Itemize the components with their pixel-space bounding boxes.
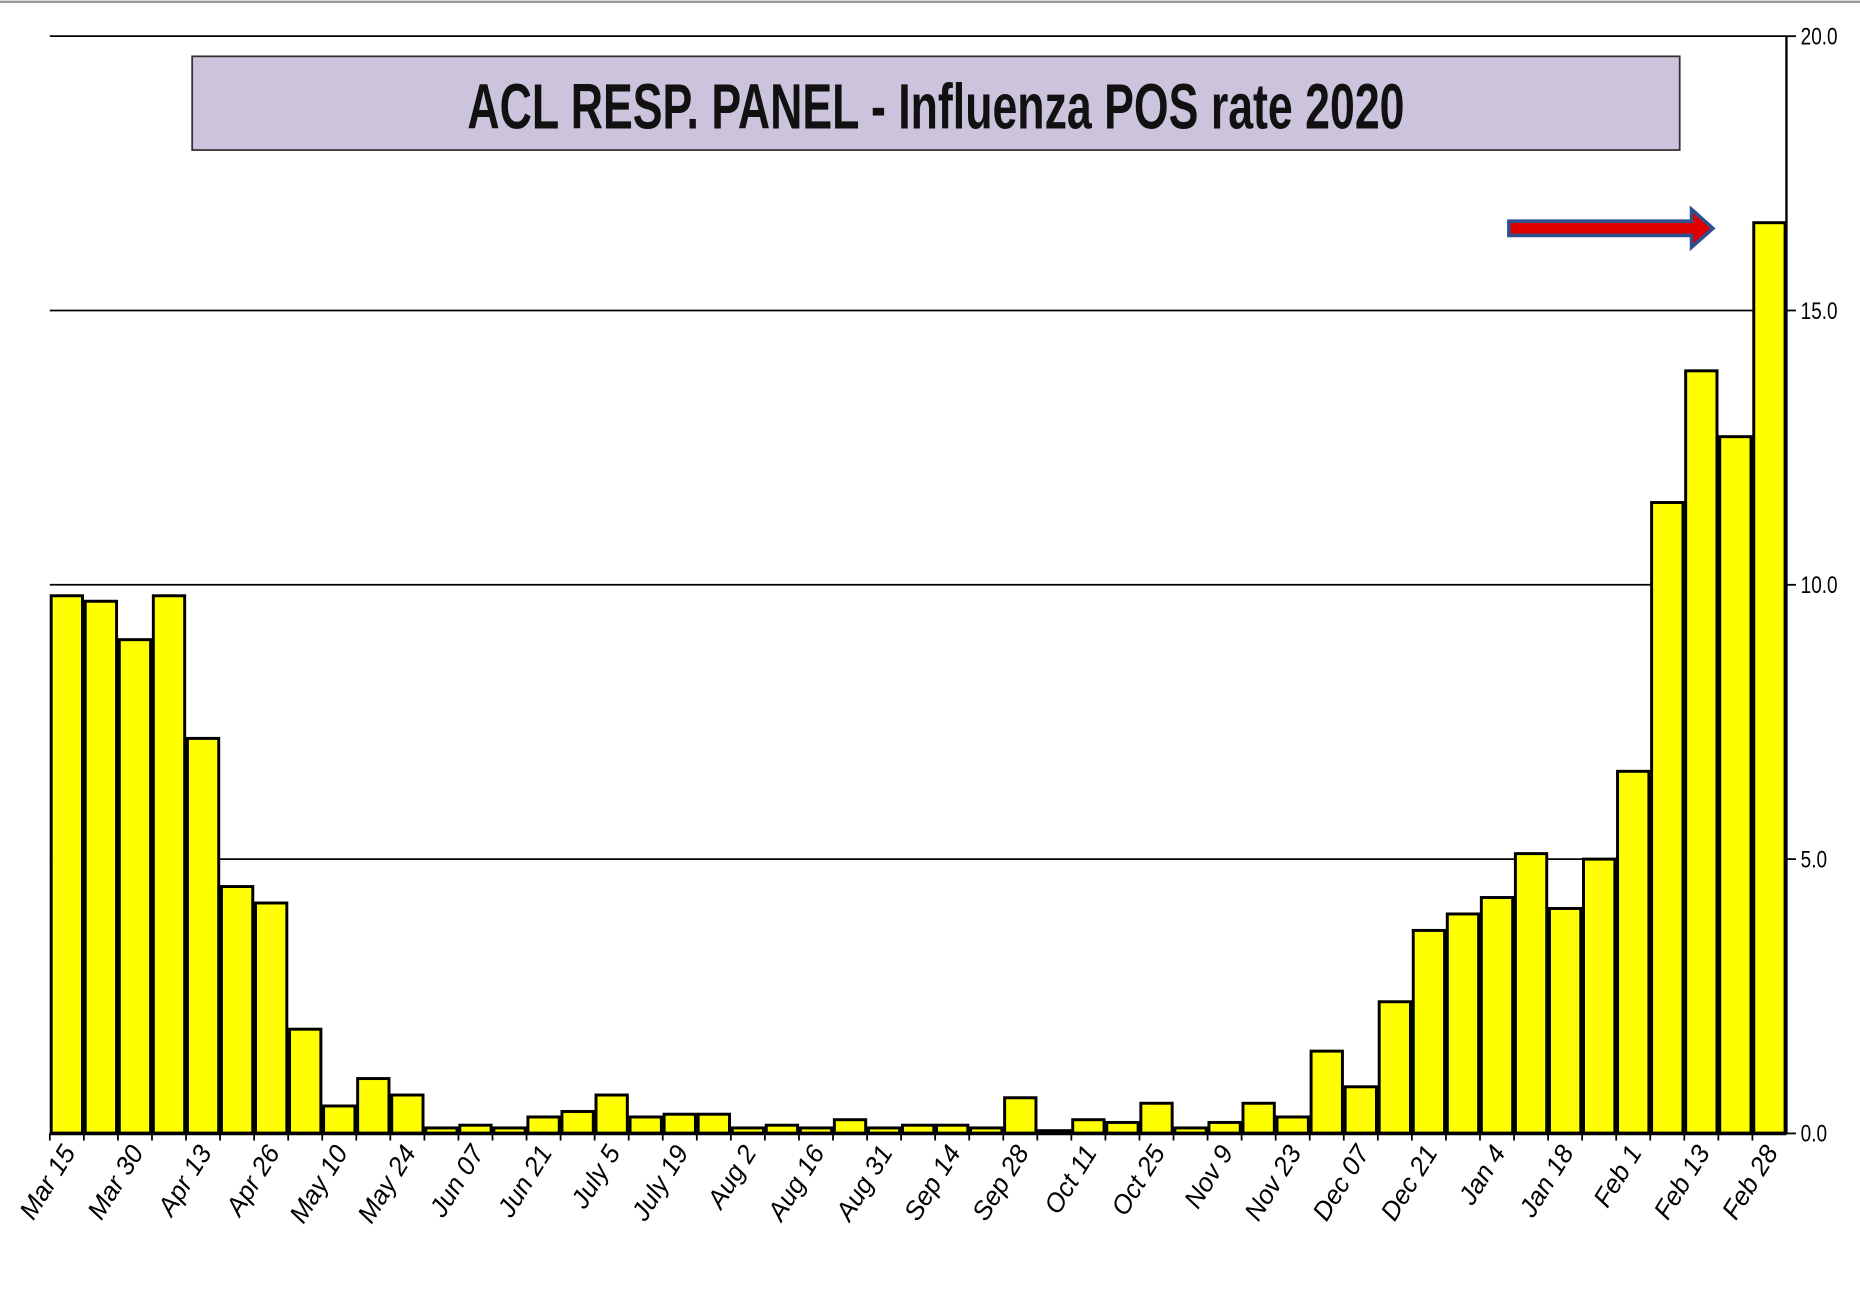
bars (49, 221, 1787, 1135)
bar (1513, 852, 1549, 1135)
x-tick-label: July 5 (564, 1139, 626, 1214)
bar (185, 736, 221, 1135)
title-box (191, 55, 1681, 151)
bar (1752, 221, 1787, 1135)
bar (662, 1112, 697, 1135)
x-tick-label: Feb 1 (1587, 1140, 1648, 1212)
bar (83, 599, 119, 1135)
x-tick-label: Mar 15 (13, 1139, 82, 1224)
bar (1003, 1096, 1038, 1135)
y-tick-label: 20.0 (1801, 23, 1838, 50)
x-tick-label: Jan 4 (1452, 1140, 1512, 1211)
bar (151, 594, 187, 1135)
bar (526, 1115, 561, 1135)
bar (560, 1109, 595, 1135)
x-tick-label: July 19 (625, 1140, 695, 1227)
chart-title: ACL RESP. PANEL - Influenza POS rate 202… (467, 71, 1404, 143)
bar (1547, 907, 1583, 1135)
x-tick-label: Dec 21 (1374, 1140, 1443, 1226)
x-tick-label: Aug 31 (828, 1140, 898, 1228)
x-tick-label: Feb 28 (1716, 1139, 1785, 1224)
x-tick-label: Nov 9 (1178, 1140, 1240, 1214)
bar (117, 638, 153, 1135)
bar (1241, 1101, 1276, 1135)
y-tick-label: 5.0 (1801, 846, 1827, 873)
arrow-shape (1507, 205, 1716, 252)
bar (1275, 1115, 1310, 1135)
x-tick-label: Aug 2 (700, 1139, 763, 1215)
x-tick-label: Apr 13 (150, 1139, 217, 1222)
bar (1650, 501, 1685, 1135)
bar (1411, 928, 1447, 1135)
x-tick-label: Jun 21 (491, 1140, 558, 1223)
y-tick-label: 15.0 (1801, 298, 1838, 325)
bar (1309, 1049, 1344, 1135)
bar (1445, 912, 1481, 1135)
bar (1718, 435, 1753, 1135)
x-tick-label: Dec 07 (1306, 1138, 1376, 1225)
bar (1343, 1085, 1378, 1135)
bar (1139, 1101, 1174, 1135)
bar (696, 1112, 731, 1135)
y-tick-label: 10.0 (1801, 572, 1838, 599)
x-tick-label: Mar 30 (81, 1139, 150, 1224)
bar (594, 1093, 629, 1135)
x-tick-label: Apr 26 (219, 1139, 286, 1222)
x-tick-label: Jan 18 (1512, 1139, 1580, 1223)
x-tick-label: Sep 14 (898, 1140, 967, 1226)
bar (1582, 857, 1617, 1135)
x-tick-label: Nov 23 (1238, 1139, 1307, 1225)
x-tick-label: Jun 07 (423, 1138, 491, 1222)
bar (288, 1027, 323, 1135)
x-tick-label: Aug 16 (760, 1139, 831, 1227)
bar (1377, 1000, 1413, 1135)
x-tick-label: Oct 11 (1038, 1140, 1103, 1219)
bar (254, 901, 289, 1135)
bar (832, 1118, 868, 1135)
x-tick-label: Sep 28 (966, 1139, 1036, 1225)
bar (628, 1115, 663, 1135)
y-tick-label: 0.0 (1801, 1121, 1827, 1148)
x-tick-label: Feb 13 (1647, 1139, 1716, 1224)
x-tick-label: Oct 25 (1105, 1139, 1171, 1220)
bar (1071, 1118, 1106, 1135)
x-tick-label: May 24 (351, 1140, 422, 1228)
bar (1616, 769, 1651, 1135)
bar (322, 1104, 357, 1135)
bar (356, 1077, 391, 1135)
arrow (1507, 205, 1716, 252)
bar (219, 885, 255, 1135)
bar (390, 1093, 425, 1135)
bar (1684, 369, 1719, 1135)
bar (49, 594, 84, 1135)
bar (1479, 896, 1515, 1135)
x-tick-label: May 10 (283, 1139, 354, 1228)
